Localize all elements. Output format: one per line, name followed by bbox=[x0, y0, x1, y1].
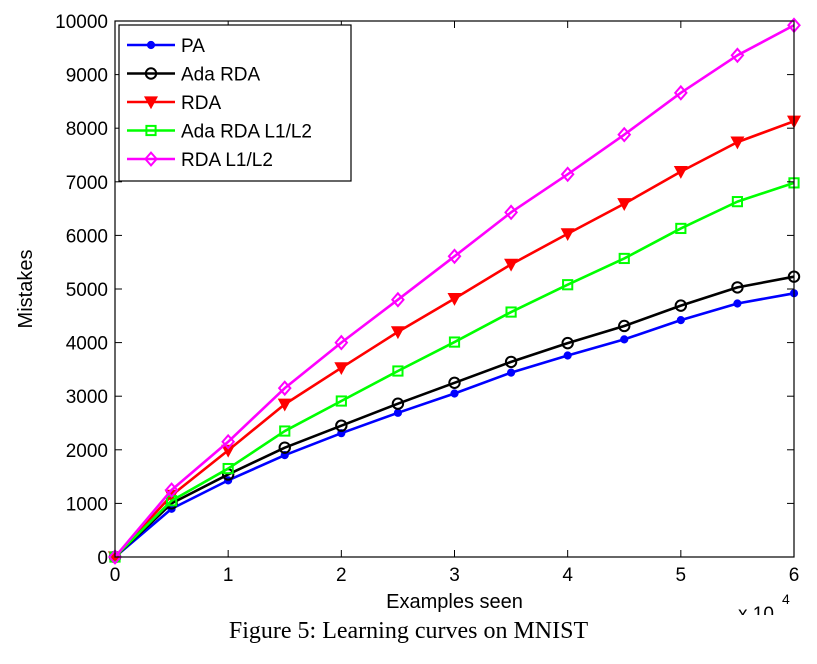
data-point-rda-l1-l2 bbox=[617, 126, 632, 143]
series-line-pa bbox=[114, 292, 795, 558]
data-point-pa bbox=[393, 408, 403, 417]
series-line-ada-rda-l1-l2 bbox=[114, 181, 795, 558]
legend-entry-ada-rda: Ada RDA bbox=[127, 65, 261, 86]
x-tick-label: 0 bbox=[110, 565, 121, 586]
data-point-ada-rda-l1-l2 bbox=[335, 395, 347, 407]
legend-label-ada-rda-l1-l2: Ada RDA L1/L2 bbox=[181, 122, 312, 143]
legend: PA Ada RDA RDA Ada RDA L1/L2 RDA L1/L2 bbox=[118, 24, 352, 182]
legend-entry-ada-rda-l1-l2: Ada RDA L1/L2 bbox=[127, 122, 312, 143]
series-ada-rda-l1-l2 bbox=[109, 177, 800, 563]
data-point-rda bbox=[390, 326, 405, 340]
data-point-rda-l1-l2 bbox=[560, 166, 575, 183]
legend-marker-rda-l1-l2 bbox=[144, 151, 158, 167]
axes: 0 1 2 3 4 5 6 0 1000 2000 3000 4000 5000 6000 7000 8000… bbox=[15, 12, 799, 615]
data-point-ada-rda bbox=[561, 336, 574, 350]
x-axis-label: Examples seen bbox=[386, 591, 523, 613]
data-point-pa bbox=[676, 315, 685, 325]
data-point-rda-l1-l2 bbox=[390, 291, 405, 308]
legend-marker-pa bbox=[146, 40, 156, 50]
data-point-ada-rda-l1-l2 bbox=[562, 279, 574, 291]
data-point-ada-rda-l1-l2 bbox=[505, 306, 517, 318]
data-point-rda-l1-l2 bbox=[221, 433, 236, 450]
legend-label-rda-l1-l2: RDA L1/L2 bbox=[181, 150, 273, 171]
data-point-rda-l1-l2 bbox=[277, 380, 292, 397]
data-point-rda-l1-l2 bbox=[504, 204, 519, 221]
series-rda-l1-l2 bbox=[108, 17, 801, 565]
legend-label-pa: PA bbox=[181, 36, 205, 57]
y-tick-label: 1000 bbox=[66, 494, 108, 515]
data-point-rda-l1-l2 bbox=[108, 549, 122, 565]
data-point-rda-l1-l2 bbox=[730, 47, 745, 64]
data-point-pa bbox=[563, 351, 572, 360]
y-tick-label: 4000 bbox=[66, 334, 108, 355]
legend-entry-rda: RDA bbox=[127, 93, 221, 114]
data-point-ada-rda bbox=[278, 441, 291, 454]
data-point-ada-rda bbox=[391, 397, 405, 410]
data-point-ada-rda bbox=[674, 299, 688, 312]
y-tick-label: 2000 bbox=[66, 441, 108, 462]
data-point-rda bbox=[560, 228, 575, 242]
series-line-rda-l1-l2 bbox=[114, 24, 795, 558]
series-rda bbox=[107, 115, 802, 565]
data-point-ada-rda-l1-l2 bbox=[731, 196, 744, 208]
legend-marker-ada-rda bbox=[144, 67, 158, 80]
x-tick-label: 3 bbox=[449, 565, 460, 586]
y-tick-label: 10000 bbox=[55, 12, 108, 33]
data-point-rda bbox=[447, 293, 462, 306]
legend-marker-ada-rda-l1-l2 bbox=[145, 124, 157, 137]
y-tick-label: 8000 bbox=[66, 119, 108, 140]
data-point-rda bbox=[504, 258, 519, 272]
y-tick-label: 9000 bbox=[66, 66, 108, 87]
data-point-rda-l1-l2 bbox=[334, 334, 349, 351]
data-point-ada-rda-l1-l2 bbox=[675, 222, 687, 235]
y-tick-label: 0 bbox=[97, 548, 108, 569]
data-point-rda bbox=[221, 444, 236, 458]
data-point-ada-rda bbox=[731, 281, 744, 294]
data-point-rda-l1-l2 bbox=[447, 248, 462, 265]
x-tick-label: 4 bbox=[562, 565, 573, 586]
y-tick-label: 7000 bbox=[66, 173, 108, 194]
data-point-rda bbox=[334, 362, 349, 376]
data-point-ada-rda-l1-l2 bbox=[448, 336, 461, 348]
x-axis-multiplier-exponent: 4 bbox=[782, 591, 790, 607]
x-tick-label: 1 bbox=[223, 565, 234, 586]
series-pa bbox=[110, 289, 799, 562]
y-tick-label: 6000 bbox=[66, 226, 108, 247]
data-point-rda bbox=[730, 136, 745, 150]
data-point-rda-l1-l2 bbox=[673, 84, 688, 101]
figure-caption: Figure 5: Learning curves on MNIST bbox=[228, 618, 589, 644]
data-point-ada-rda bbox=[618, 319, 631, 333]
data-point-ada-rda-l1-l2 bbox=[392, 365, 404, 377]
x-tick-label: 2 bbox=[336, 565, 347, 586]
series-line-rda bbox=[114, 120, 795, 558]
data-point-ada-rda bbox=[504, 355, 518, 369]
data-point-ada-rda-l1-l2 bbox=[279, 425, 291, 437]
data-point-rda-l1-l2 bbox=[164, 482, 179, 498]
y-tick-label: 3000 bbox=[66, 387, 108, 408]
data-point-pa bbox=[733, 299, 742, 308]
data-point-rda bbox=[277, 398, 292, 412]
y-axis-label: Mistakes bbox=[15, 250, 37, 329]
data-point-ada-rda bbox=[335, 419, 348, 432]
legend-label-ada-rda: Ada RDA bbox=[181, 65, 261, 86]
learning-curves-chart: 0 1 2 3 4 5 6 0 1000 2000 3000 4000 5000 6000 7000 8000… bbox=[15, 12, 802, 615]
legend-entry-pa: PA bbox=[127, 36, 205, 57]
data-point-ada-rda-l1-l2 bbox=[618, 252, 630, 265]
data-point-rda bbox=[617, 198, 632, 212]
data-point-pa bbox=[450, 389, 459, 398]
data-point-ada-rda bbox=[448, 376, 461, 389]
data-point-pa bbox=[506, 368, 516, 377]
y-tick-label: 5000 bbox=[66, 280, 108, 301]
data-point-ada-rda-l1-l2 bbox=[222, 462, 234, 475]
x-tick-label: 6 bbox=[789, 565, 800, 586]
x-tick-label: 5 bbox=[676, 565, 687, 586]
data-point-rda bbox=[673, 166, 688, 179]
legend-label-rda: RDA bbox=[181, 93, 221, 114]
legend-entry-rda-l1-l2: RDA L1/L2 bbox=[127, 150, 273, 171]
x-axis-multiplier: x 10 bbox=[738, 604, 774, 615]
data-point-pa bbox=[620, 335, 629, 344]
legend-marker-rda bbox=[143, 96, 159, 110]
series-line-ada-rda bbox=[114, 275, 795, 558]
